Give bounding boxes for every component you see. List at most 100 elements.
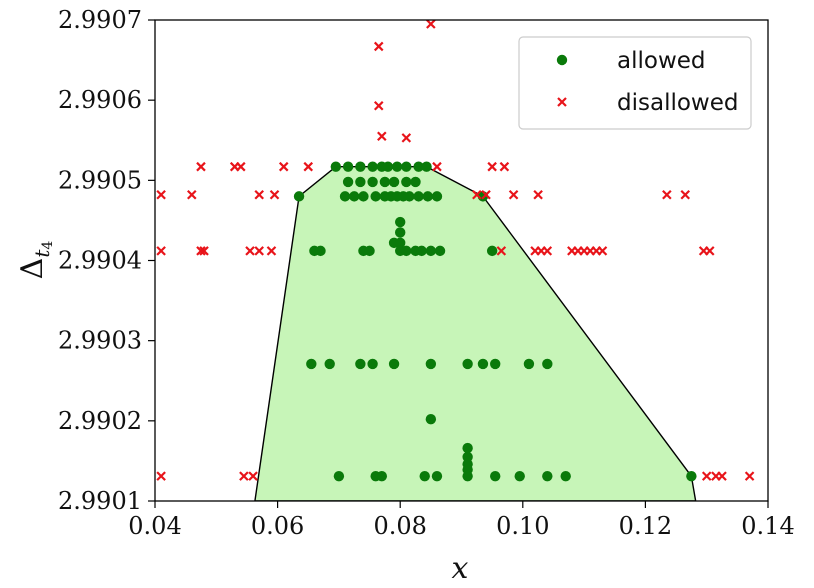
y-axis-label-text: Δt4 bbox=[15, 241, 56, 280]
point-allowed bbox=[425, 245, 437, 257]
point-disallowed bbox=[196, 161, 206, 172]
y-tick-label: 2.9906 bbox=[58, 86, 142, 114]
point-disallowed bbox=[662, 189, 672, 200]
point-allowed bbox=[355, 161, 366, 172]
x-tick-label: 0.08 bbox=[373, 512, 426, 540]
point-allowed bbox=[342, 176, 354, 188]
point-allowed bbox=[416, 245, 427, 257]
point-allowed bbox=[486, 245, 498, 257]
point-allowed bbox=[382, 161, 394, 172]
point-allowed bbox=[355, 176, 366, 188]
point-allowed bbox=[462, 470, 473, 482]
point-disallowed bbox=[303, 161, 314, 172]
point-allowed bbox=[425, 414, 437, 425]
point-allowed bbox=[367, 161, 378, 172]
point-disallowed bbox=[266, 246, 277, 256]
y-tick-label: 2.9901 bbox=[58, 487, 142, 515]
point-allowed bbox=[490, 358, 501, 370]
y-label-sub2: 4 bbox=[40, 241, 56, 250]
y-tick-label: 2.9902 bbox=[58, 407, 142, 435]
point-disallowed bbox=[187, 189, 197, 200]
plot-area bbox=[156, 20, 755, 501]
point-allowed bbox=[410, 176, 421, 188]
point-disallowed bbox=[508, 189, 519, 200]
x-tick-label: 0.10 bbox=[496, 512, 549, 540]
y-label-sub1: t bbox=[30, 249, 54, 258]
point-disallowed bbox=[744, 471, 755, 481]
point-allowed bbox=[686, 470, 697, 482]
point-allowed bbox=[333, 470, 345, 482]
point-disallowed bbox=[248, 471, 258, 481]
point-disallowed bbox=[254, 246, 264, 256]
point-disallowed bbox=[196, 246, 206, 256]
point-disallowed bbox=[373, 41, 384, 52]
point-disallowed bbox=[254, 189, 264, 200]
y-label-base: Δ bbox=[15, 258, 50, 280]
point-disallowed bbox=[487, 161, 497, 172]
point-allowed bbox=[401, 176, 412, 188]
point-allowed bbox=[431, 191, 443, 202]
point-disallowed bbox=[542, 246, 553, 256]
point-disallowed bbox=[401, 133, 412, 143]
point-allowed bbox=[477, 358, 489, 370]
point-disallowed bbox=[199, 246, 209, 256]
point-disallowed bbox=[373, 101, 384, 111]
y-tick-label: 2.9907 bbox=[58, 6, 142, 34]
point-allowed bbox=[413, 191, 424, 202]
point-disallowed bbox=[499, 161, 510, 172]
data-points bbox=[156, 20, 755, 482]
y-axis-label: Δt4 bbox=[15, 241, 56, 280]
point-allowed bbox=[542, 470, 553, 482]
point-allowed bbox=[315, 245, 326, 257]
point-allowed bbox=[490, 470, 501, 482]
point-disallowed bbox=[239, 471, 249, 481]
point-allowed bbox=[355, 358, 366, 370]
point-allowed bbox=[339, 191, 351, 202]
point-allowed bbox=[388, 358, 400, 370]
point-allowed bbox=[413, 161, 424, 172]
x-axis-label-text: x bbox=[452, 551, 469, 586]
point-disallowed bbox=[269, 189, 280, 200]
axis-ticks: 0.04 0.06 0.08 0.10 0.12 0.14 2.9901 2.9902 2.99… bbox=[58, 6, 795, 540]
point-allowed bbox=[401, 161, 412, 172]
point-disallowed bbox=[278, 161, 289, 172]
point-disallowed bbox=[156, 246, 166, 256]
point-disallowed bbox=[156, 471, 166, 481]
point-disallowed bbox=[701, 471, 712, 481]
point-allowed bbox=[379, 176, 391, 188]
point-allowed bbox=[421, 161, 432, 172]
point-allowed bbox=[542, 358, 553, 370]
legend-marker-allowed bbox=[556, 54, 568, 66]
point-allowed bbox=[462, 451, 473, 463]
point-allowed bbox=[330, 161, 342, 172]
point-allowed bbox=[358, 191, 369, 202]
point-allowed bbox=[306, 358, 317, 370]
x-axis-label: x bbox=[452, 551, 469, 586]
x-tick-label: 0.04 bbox=[128, 512, 181, 540]
point-disallowed bbox=[472, 189, 482, 200]
point-allowed bbox=[324, 358, 335, 370]
point-allowed bbox=[364, 245, 375, 257]
point-allowed bbox=[425, 358, 437, 370]
point-allowed bbox=[401, 245, 412, 257]
y-tick-label: 2.9904 bbox=[58, 247, 142, 275]
point-allowed bbox=[293, 191, 305, 202]
point-allowed bbox=[523, 358, 535, 370]
point-allowed bbox=[419, 470, 430, 482]
point-disallowed bbox=[377, 131, 387, 142]
point-allowed bbox=[514, 470, 525, 482]
y-tick-label: 2.9903 bbox=[58, 327, 142, 355]
point-disallowed bbox=[496, 246, 507, 256]
point-allowed bbox=[349, 191, 360, 202]
x-tick-label: 0.06 bbox=[251, 512, 304, 540]
point-allowed bbox=[462, 442, 473, 454]
point-disallowed bbox=[236, 161, 246, 172]
point-disallowed bbox=[597, 246, 608, 256]
point-allowed bbox=[395, 227, 406, 238]
point-allowed bbox=[422, 191, 433, 202]
point-allowed bbox=[367, 358, 378, 370]
legend-box bbox=[518, 36, 752, 130]
point-allowed bbox=[462, 358, 473, 370]
point-allowed bbox=[395, 216, 406, 228]
point-allowed bbox=[388, 176, 400, 188]
